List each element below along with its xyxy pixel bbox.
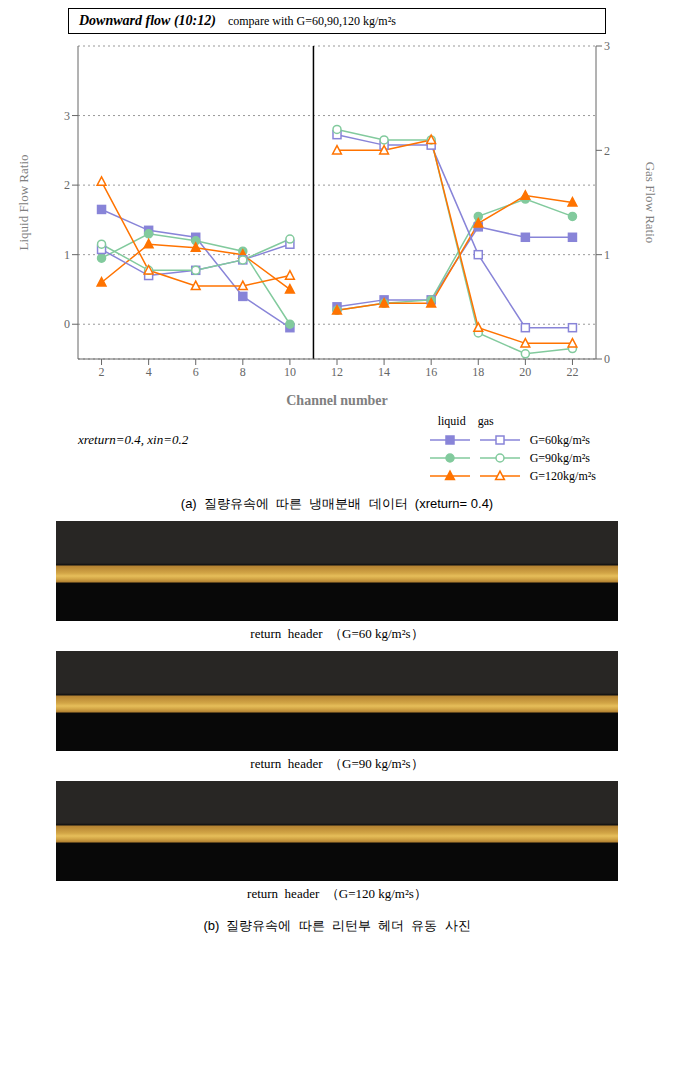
svg-text:8: 8	[240, 365, 246, 379]
svg-text:Gas Flow Ratio: Gas Flow Ratio	[643, 162, 658, 244]
svg-text:6: 6	[193, 365, 199, 379]
svg-text:16: 16	[425, 365, 437, 379]
html-text:liquid gas: liquid gas	[437, 414, 494, 428]
html-text:Downward flow (10:12): Downward flow (10:12)	[79, 13, 216, 28]
html-text:G=90kg/m²s: G=90kg/m²s	[529, 450, 590, 465]
svg-text:10: 10	[284, 365, 296, 379]
svg-text:4: 4	[146, 365, 152, 379]
svg-text:Liquid Flow Ratio: Liquid Flow Ratio	[16, 154, 31, 250]
html-text:return header （G=60 kg/m²s）: return header （G=60 kg/m²s）	[250, 626, 424, 641]
svg-text:3: 3	[64, 109, 70, 123]
svg-text:20: 20	[519, 365, 531, 379]
svg-text:22: 22	[566, 365, 578, 379]
html-text:(a) 질량유속에 따른 냉매분배 데이터 (xreturn: (a) 질량유속에 따른 냉매분배 데이터 (xreturn= 0.4)	[180, 496, 494, 511]
html-text:compare with G=60,90,120 kg/m²: compare with G=60,90,120 kg/m²s	[227, 14, 396, 28]
svg-text:3: 3	[604, 39, 610, 53]
svg-text:18: 18	[472, 365, 484, 379]
svg-text:14: 14	[378, 365, 390, 379]
svg-text:1: 1	[64, 248, 70, 262]
svg-text:0: 0	[604, 352, 610, 366]
svg-text:0: 0	[64, 317, 70, 331]
svg-text:1: 1	[604, 248, 610, 262]
html-text:return header （G=90 kg/m²s）: return header （G=90 kg/m²s）	[250, 756, 424, 771]
svg-text:2: 2	[64, 178, 70, 192]
html-text:xreturn=0.4, xin=0.2: xreturn=0.4, xin=0.2	[78, 432, 189, 447]
html-text:(b) 질량유속에 따른 리턴부 헤더 유동 사진: (b) 질량유속에 따른 리턴부 헤더 유동 사진	[203, 918, 471, 933]
svg-text:Channel number: Channel number	[286, 393, 388, 408]
svg-text:12: 12	[331, 365, 343, 379]
html-text:G=120kg/m²s: G=120kg/m²s	[529, 468, 596, 483]
svg-text:2: 2	[99, 365, 105, 379]
svg-text:2: 2	[604, 144, 610, 158]
html-text:return header （G=120 kg/m²s）: return header （G=120 kg/m²s）	[247, 886, 427, 901]
html-text:G=60kg/m²s: G=60kg/m²s	[529, 432, 590, 447]
